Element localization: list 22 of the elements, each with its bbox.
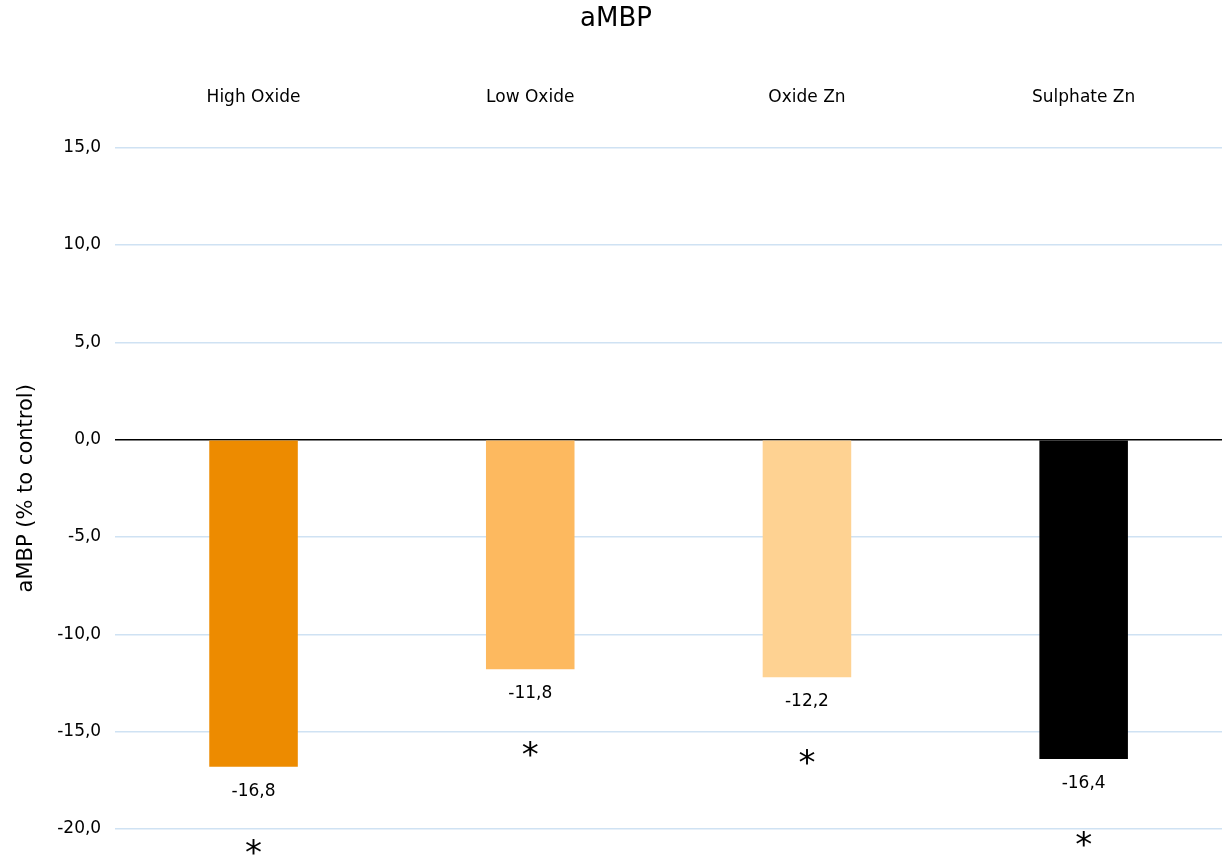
data-label: -12,2 [784, 690, 829, 711]
y-tick-label: -20,0 [57, 817, 102, 838]
annotation: * [521, 734, 539, 775]
x-tick-label: Oxide Zn [768, 85, 846, 106]
y-tick-label: 15,0 [63, 136, 102, 157]
annotation: * [798, 741, 816, 782]
y-axis-title: aMBP (% to control) [13, 384, 38, 593]
y-tick-label: 0,0 [74, 428, 102, 449]
x-tick-label: High Oxide [206, 85, 301, 106]
x-tick-label: Low Oxide [486, 85, 575, 106]
x-tick-label: Sulphate Zn [1032, 85, 1136, 106]
y-tick-label: -5,0 [68, 525, 102, 546]
data-label: -16,4 [1061, 771, 1106, 792]
data-label: -11,8 [508, 682, 553, 703]
data-label: -16,8 [231, 779, 276, 800]
text: * [245, 831, 263, 865]
y-tick-label: -10,0 [57, 622, 102, 643]
y-tick-label: 5,0 [74, 330, 102, 351]
y-tick-label: 10,0 [63, 233, 102, 254]
y-tick-label: -15,0 [57, 720, 102, 741]
chart-title: aMBP [580, 2, 652, 33]
annotation: * [1075, 823, 1093, 864]
